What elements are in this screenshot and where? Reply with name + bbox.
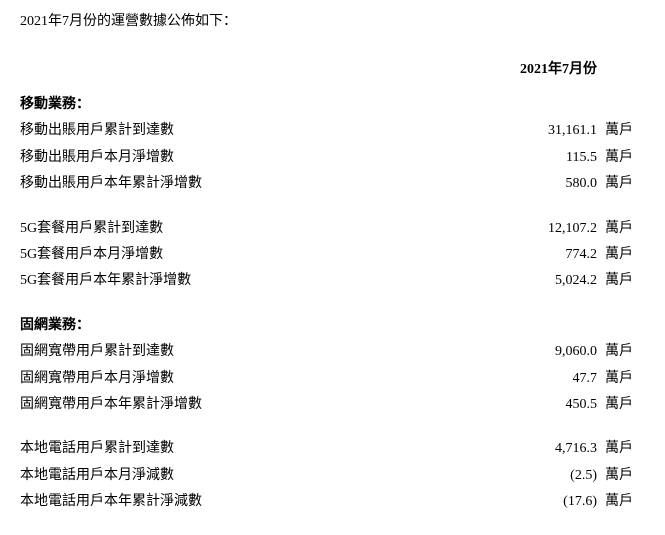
row-label: 移動出賬用戶本年累計淨增數 [20, 171, 507, 197]
row-label: 移動出賬用戶本月淨增數 [20, 145, 507, 171]
table-row: 固網寬帶用戶本月淨增數 47.7 萬戶 [20, 366, 645, 392]
row-value: 12,107.2 [507, 216, 597, 242]
row-value: 580.0 [507, 171, 597, 197]
row-unit: 萬戶 [597, 216, 645, 242]
row-unit: 萬戶 [597, 171, 645, 197]
section-header-mobile: 移動業務： [20, 92, 645, 118]
row-unit: 萬戶 [597, 268, 645, 294]
row-unit: 萬戶 [597, 118, 645, 144]
row-value: 450.5 [507, 392, 597, 418]
row-value: 47.7 [507, 366, 597, 392]
row-unit: 萬戶 [597, 392, 645, 418]
row-label: 固網寬帶用戶本月淨增數 [20, 366, 507, 392]
section-title: 移動業務： [20, 92, 507, 118]
column-header: 2021年7月份 [20, 58, 645, 78]
row-label: 5G套餐用戶本月淨增數 [20, 242, 507, 268]
table-row: 固網寬帶用戶本年累計淨增數 450.5 萬戶 [20, 392, 645, 418]
row-unit: 萬戶 [597, 366, 645, 392]
data-table: 移動業務： 移動出賬用戶累計到達數 31,161.1 萬戶 移動出賬用戶本月淨增… [20, 92, 645, 515]
table-row: 移動出賬用戶本年累計淨增數 580.0 萬戶 [20, 171, 645, 197]
spacer-row [20, 198, 645, 216]
section-header-fixed: 固網業務： [20, 313, 645, 339]
row-value: 31,161.1 [507, 118, 597, 144]
row-value: 774.2 [507, 242, 597, 268]
section-title: 固網業務： [20, 313, 507, 339]
row-unit: 萬戶 [597, 339, 645, 365]
row-value: (2.5) [507, 463, 597, 489]
table-row: 5G套餐用戶本年累計淨增數 5,024.2 萬戶 [20, 268, 645, 294]
row-label: 移動出賬用戶累計到達數 [20, 118, 507, 144]
row-label: 固網寬帶用戶本年累計淨增數 [20, 392, 507, 418]
row-value: (17.6) [507, 489, 597, 515]
table-row: 移動出賬用戶本月淨增數 115.5 萬戶 [20, 145, 645, 171]
table-row: 5G套餐用戶本月淨增數 774.2 萬戶 [20, 242, 645, 268]
row-label: 5G套餐用戶本年累計淨增數 [20, 268, 507, 294]
row-unit: 萬戶 [597, 436, 645, 462]
row-label: 本地電話用戶本月淨減數 [20, 463, 507, 489]
spacer-row [20, 418, 645, 436]
table-row: 本地電話用戶本月淨減數 (2.5) 萬戶 [20, 463, 645, 489]
table-row: 本地電話用戶本年累計淨減數 (17.6) 萬戶 [20, 489, 645, 515]
row-label: 固網寬帶用戶累計到達數 [20, 339, 507, 365]
spacer-row [20, 295, 645, 313]
row-value: 115.5 [507, 145, 597, 171]
row-unit: 萬戶 [597, 489, 645, 515]
table-row: 移動出賬用戶累計到達數 31,161.1 萬戶 [20, 118, 645, 144]
table-row: 本地電話用戶累計到達數 4,716.3 萬戶 [20, 436, 645, 462]
row-unit: 萬戶 [597, 242, 645, 268]
row-value: 4,716.3 [507, 436, 597, 462]
intro-text: 2021年7月份的運營數據公佈如下： [20, 10, 645, 30]
table-row: 5G套餐用戶累計到達數 12,107.2 萬戶 [20, 216, 645, 242]
row-label: 本地電話用戶累計到達數 [20, 436, 507, 462]
row-value: 5,024.2 [507, 268, 597, 294]
row-label: 5G套餐用戶累計到達數 [20, 216, 507, 242]
row-value: 9,060.0 [507, 339, 597, 365]
row-unit: 萬戶 [597, 145, 645, 171]
table-row: 固網寬帶用戶累計到達數 9,060.0 萬戶 [20, 339, 645, 365]
row-label: 本地電話用戶本年累計淨減數 [20, 489, 507, 515]
row-unit: 萬戶 [597, 463, 645, 489]
